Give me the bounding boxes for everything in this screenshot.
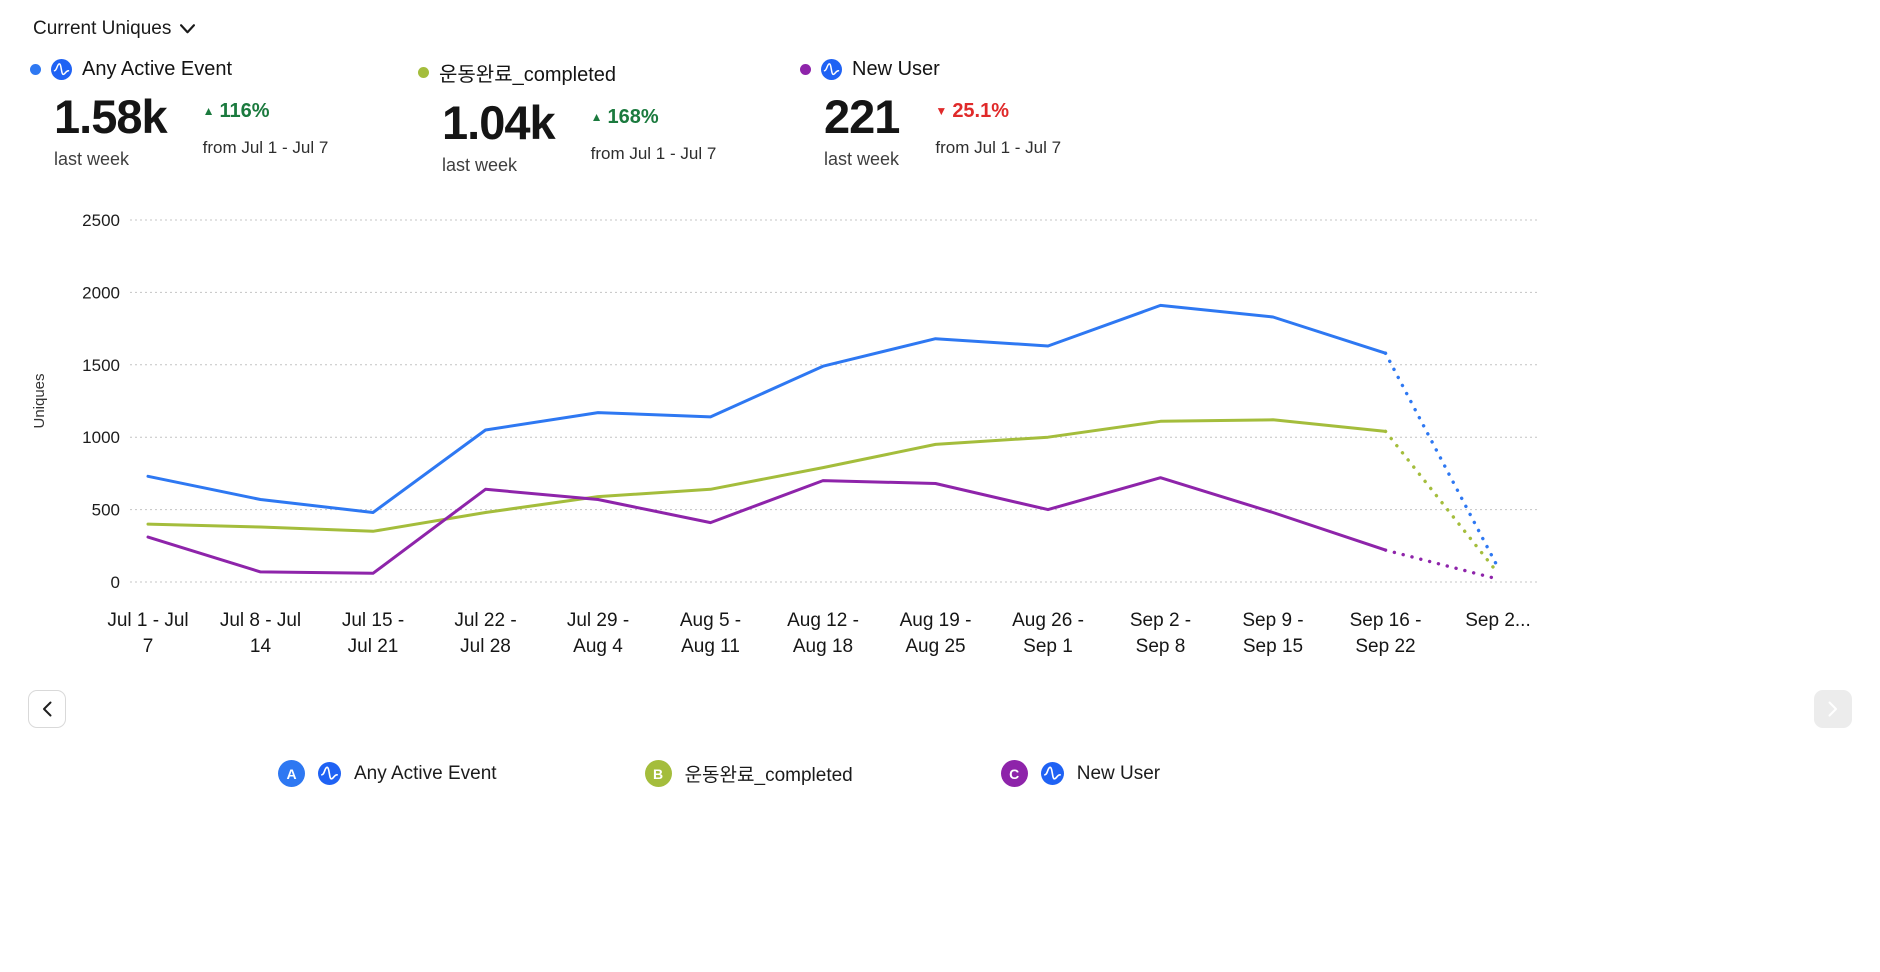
svg-text:Jul 28: Jul 28 [460,636,511,657]
svg-text:Jul 21: Jul 21 [348,636,399,657]
legend-badge-a: A [278,760,305,787]
chevron-right-icon [1828,701,1837,717]
legend-badge-c: C [1000,760,1028,787]
svg-text:Aug 4: Aug 4 [573,636,623,657]
svg-text:1000: 1000 [82,428,120,447]
chart-pager [0,690,1880,728]
svg-text:14: 14 [250,636,272,657]
svg-text:2500: 2500 [82,211,120,230]
svg-text:Jul 29 -: Jul 29 - [567,610,629,631]
stat-any-active-event: Any Active Event 1.58k last week ▲ 116% f… [30,58,418,176]
amplitude-icon [1040,762,1064,785]
series-legend-new-user[interactable]: New User [800,58,940,81]
stat-compare-range: from Jul 1 - Jul 7 [202,138,329,157]
trend-up-icon: ▲ [202,104,215,118]
legend-badge-b: B [644,760,672,787]
stat-period: last week [824,149,900,169]
svg-text:Aug 5 -: Aug 5 - [680,610,741,631]
stat-value: 1.58k [54,90,168,143]
svg-text:Sep 8: Sep 8 [1136,636,1186,657]
chevron-left-icon [43,701,52,717]
legend-label: 운동완료_completed [684,765,853,786]
legend-label: Any Active Event [354,762,497,784]
stat-compare-range: from Jul 1 - Jul 7 [935,138,1062,157]
chart-legend: A Any Active Event B 운동완료_completed C Ne… [0,760,1880,787]
stat-period: last week [54,149,130,169]
amplitude-icon [821,59,842,80]
series-legend-workout-completed[interactable]: 운동완료_completed [418,58,616,87]
chart-area: 0 500 1000 1500 2000 2500 Uniques Jul 1 - Jul 7 J… [28,206,1880,676]
svg-text:Sep 1: Sep 1 [1023,636,1073,657]
line-chart[interactable]: 0 500 1000 1500 2000 2500 Uniques Jul 1 - Jul 7 J… [28,206,1568,676]
stat-workout-completed: 운동완료_completed 1.04k last week ▲ 168% fro… [418,58,800,176]
svg-text:Sep 22: Sep 22 [1355,636,1415,657]
legend-label: New User [1076,762,1161,784]
stat-delta: ▼ 25.1% [935,100,1010,122]
svg-text:2000: 2000 [82,283,120,302]
svg-text:Sep 2 -: Sep 2 - [1130,610,1191,631]
svg-text:Aug 18: Aug 18 [793,636,853,657]
stat-value: 221 [824,90,900,143]
svg-text:7: 7 [143,636,154,657]
svg-text:Sep 16 -: Sep 16 - [1350,610,1422,631]
svg-text:Uniques: Uniques [31,373,48,428]
svg-text:Jul 22 -: Jul 22 - [454,610,516,631]
series-legend-any-active-event[interactable]: Any Active Event [30,58,232,81]
page-next-button[interactable] [1814,690,1852,728]
amplitude-icon [51,59,72,80]
series-dot [418,67,429,78]
legend-item-workout-completed[interactable]: B 운동완료_completed [644,760,853,787]
metric-type-dropdown[interactable]: Current Uniques [0,0,196,40]
svg-text:Sep 2...: Sep 2... [1465,610,1531,631]
series-dot [800,64,811,75]
page-prev-button[interactable] [28,690,66,728]
series-dot [30,64,41,75]
svg-text:500: 500 [92,501,120,520]
legend-item-new-user[interactable]: C New User [1000,760,1161,787]
svg-text:Jul 1 - Jul: Jul 1 - Jul [107,610,188,631]
stat-period: last week [442,155,518,175]
stat-value: 1.04k [442,96,556,149]
page-title: Current Uniques [33,18,172,39]
svg-text:Jul 8 - Jul: Jul 8 - Jul [220,610,301,631]
svg-text:Sep 15: Sep 15 [1243,636,1303,657]
trend-up-icon: ▲ [590,110,603,124]
svg-text:Aug 19 -: Aug 19 - [900,610,972,631]
svg-text:Aug 26 -: Aug 26 - [1012,610,1084,631]
legend-item-any-active-event[interactable]: A Any Active Event [278,760,497,787]
stat-delta: ▲ 168% [590,106,659,128]
amplitude-icon [318,762,341,785]
svg-text:Jul 15 -: Jul 15 - [342,610,404,631]
stat-compare-range: from Jul 1 - Jul 7 [590,144,717,163]
trend-down-icon: ▼ [935,104,948,118]
svg-text:Aug 12 -: Aug 12 - [787,610,859,631]
svg-text:Sep 9 -: Sep 9 - [1242,610,1303,631]
series-label: Any Active Event [82,58,233,80]
chevron-down-icon [180,24,196,34]
svg-text:0: 0 [111,573,120,592]
svg-text:Aug 25: Aug 25 [905,636,965,657]
stat-new-user: New User 221 last week ▼ 25.1% from Jul 1… [800,58,1188,176]
series-label: 운동완료_completed [439,64,616,86]
stat-delta: ▲ 116% [202,100,270,122]
svg-text:Aug 11: Aug 11 [681,636,740,657]
stats-row: Any Active Event 1.58k last week ▲ 116% f… [0,58,1880,176]
series-label: New User [852,58,940,80]
svg-text:1500: 1500 [82,356,120,375]
